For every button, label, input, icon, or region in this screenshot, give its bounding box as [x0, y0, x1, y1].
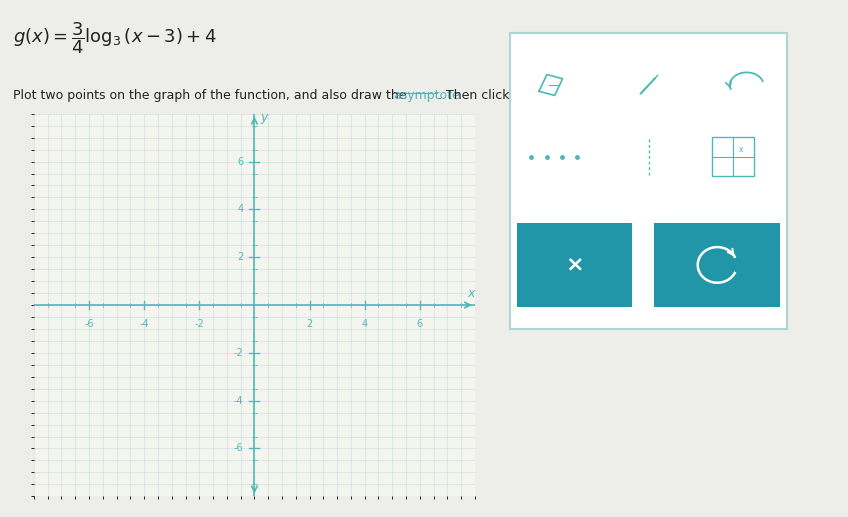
- Text: 2: 2: [306, 320, 313, 329]
- Text: -4: -4: [234, 396, 243, 406]
- Text: ×: ×: [566, 255, 584, 275]
- Text: x: x: [739, 145, 744, 154]
- Text: 6: 6: [237, 157, 243, 166]
- Text: y: y: [260, 111, 268, 124]
- Text: -4: -4: [139, 320, 149, 329]
- Text: -6: -6: [234, 444, 243, 453]
- Text: -2: -2: [234, 348, 243, 358]
- Bar: [517, 223, 632, 307]
- Text: 4: 4: [361, 320, 368, 329]
- Bar: [655, 223, 780, 307]
- Text: -2: -2: [194, 320, 204, 329]
- Text: $g\left(x\right)=\dfrac{3}{4}\log_3\left(x-3\right)+4$: $g\left(x\right)=\dfrac{3}{4}\log_3\left…: [14, 21, 217, 56]
- Text: asymptote: asymptote: [393, 89, 460, 102]
- Text: -6: -6: [84, 320, 94, 329]
- Text: Plot two points on the graph of the function, and also draw the: Plot two points on the graph of the func…: [14, 89, 410, 102]
- Text: 4: 4: [237, 204, 243, 215]
- Text: . Then click on the graph-a-function button.: . Then click on the graph-a-function but…: [438, 89, 711, 102]
- Bar: [711, 138, 754, 176]
- Text: 6: 6: [416, 320, 423, 329]
- Text: x: x: [467, 286, 474, 299]
- Text: 2: 2: [237, 252, 243, 262]
